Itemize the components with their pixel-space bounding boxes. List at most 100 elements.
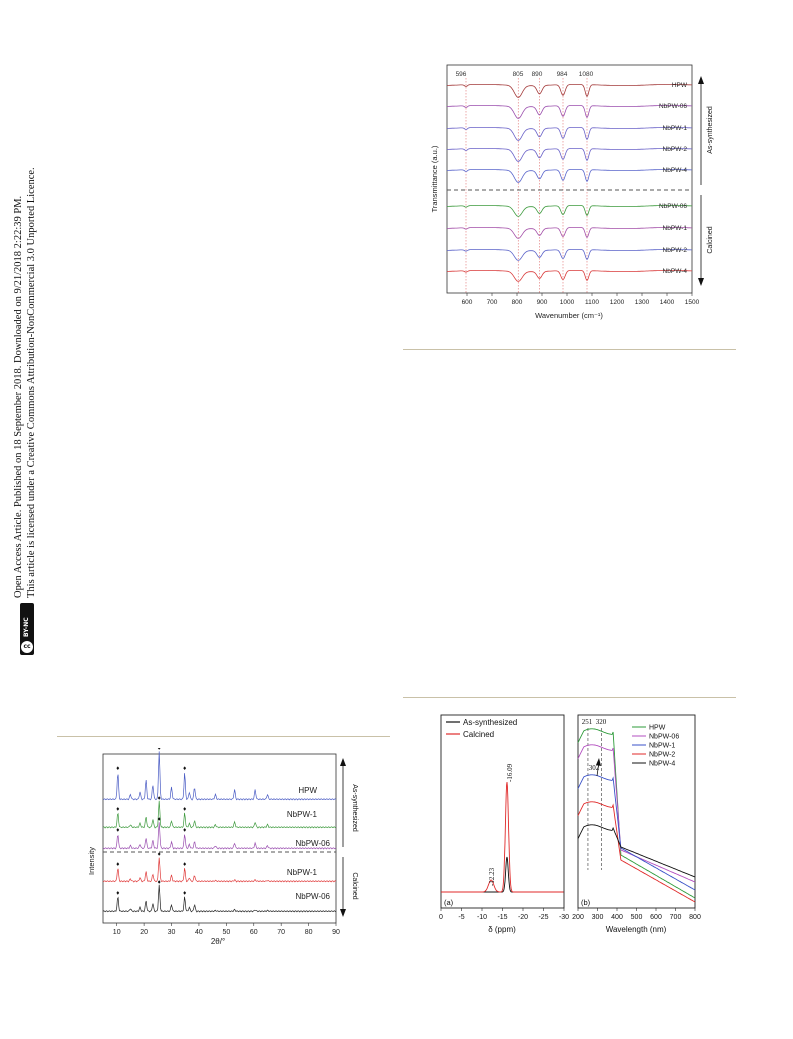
nmr-as-synthesized-line bbox=[441, 856, 564, 893]
nmr-x-tick-label: -25 bbox=[538, 914, 548, 921]
ftir-series-line bbox=[447, 270, 692, 282]
nmr-plot-frame bbox=[440, 714, 565, 909]
cc-license-badge[interactable]: BY-NC cc bbox=[20, 603, 34, 655]
uvvis-peak-label-302: 302 bbox=[589, 764, 600, 772]
sidebar-license-line-2: This article is licensed under a Creativ… bbox=[26, 167, 37, 598]
xrd-peak-marker bbox=[116, 807, 120, 811]
uvvis-legend-label: NbPW-4 bbox=[649, 761, 675, 768]
ftir-series-line bbox=[447, 249, 692, 261]
ftir-plot-frame bbox=[446, 64, 693, 294]
xrd-x-tick-label: 30 bbox=[168, 929, 176, 936]
uvvis-chart: 200 300 400 500 600 700 800 HPW NbPW-06 NbPW-1 Nb… bbox=[572, 714, 701, 934]
xrd-series-line bbox=[102, 822, 337, 850]
ftir-legend-NbPW-2-calc: NbPW-2 bbox=[663, 247, 688, 254]
nmr-legend-as-synthesized: As-synthesized bbox=[463, 718, 517, 727]
ftir-legend-NbPW-4-calc: NbPW-4 bbox=[663, 268, 688, 275]
ftir-arrow-up-head bbox=[698, 76, 704, 84]
xrd-ylabel: Intensity bbox=[87, 847, 96, 875]
divider-top-right bbox=[403, 349, 736, 350]
nmr-peak-label-16: -16.09 bbox=[506, 763, 514, 782]
xrd-peak-marker bbox=[183, 807, 187, 811]
xrd-peak-marker bbox=[183, 828, 187, 832]
xrd-legend-NbPW-06: NbPW-06 bbox=[295, 839, 330, 848]
ftir-x-tick-label: 600 bbox=[462, 299, 473, 306]
xrd-peak-marker bbox=[116, 766, 120, 770]
uvvis-series-line bbox=[577, 774, 696, 891]
ftir-series-line bbox=[447, 84, 692, 98]
uvvis-legend-label: HPW bbox=[649, 725, 666, 732]
uvvis-series-line bbox=[577, 801, 696, 903]
ftir-peak-label: 596 bbox=[456, 71, 467, 78]
ftir-series-line bbox=[447, 105, 692, 119]
xrd-legend-NbPW-1-calc: NbPW-1 bbox=[287, 868, 318, 877]
xrd-x-tick-label: 50 bbox=[222, 929, 230, 936]
xrd-series-line bbox=[102, 751, 337, 801]
uvvis-x-tick-label: 700 bbox=[670, 914, 682, 921]
ftir-x-tick-label: 1000 bbox=[560, 299, 575, 306]
xrd-plot-frame bbox=[102, 753, 337, 924]
ftir-series-line bbox=[447, 148, 692, 162]
ftir-x-tick-label: 900 bbox=[537, 299, 548, 306]
ftir-legend-NbPW-2: NbPW-2 bbox=[663, 146, 688, 153]
ftir-legend-NbPW-1: NbPW-1 bbox=[663, 125, 688, 132]
xrd-legend-NbPW-1: NbPW-1 bbox=[287, 810, 318, 819]
uvvis-arrow-302-head bbox=[596, 758, 601, 766]
ftir-x-tick-label: 1500 bbox=[685, 299, 700, 306]
xrd-x-tick-label: 80 bbox=[305, 929, 313, 936]
ftir-legend-HPW: HPW bbox=[672, 82, 688, 89]
nmr-x-tick-label: -10 bbox=[477, 914, 487, 921]
cc-icon: cc bbox=[21, 641, 33, 653]
nmr-chart: 0 -5 -10 -15 -20 -25 -30 As-synthesized Calcin… bbox=[439, 714, 569, 934]
nmr-x-tick-label: -15 bbox=[497, 914, 507, 921]
xrd-peak-marker bbox=[116, 891, 120, 895]
ftir-series-line bbox=[447, 169, 692, 183]
ftir-legend-NbPW-4: NbPW-4 bbox=[663, 167, 688, 174]
ftir-peak-label: 984 bbox=[557, 71, 568, 78]
ftir-x-tick-label: 1100 bbox=[585, 299, 599, 306]
nmr-x-tick-label: -20 bbox=[518, 914, 528, 921]
ftir-legend-NbPW-1-calc: NbPW-1 bbox=[663, 225, 688, 232]
ftir-peak-label: 805 bbox=[513, 71, 524, 78]
xrd-peak-marker bbox=[157, 748, 161, 750]
ftir-peak-label: 890 bbox=[532, 71, 543, 78]
sidebar-license-line-1: Open Access Article. Published on 18 Sep… bbox=[13, 195, 24, 598]
ftir-group-label-as-synthesized: As-synthesized bbox=[707, 106, 714, 154]
xrd-peak-marker bbox=[157, 852, 161, 856]
xrd-peak-marker bbox=[116, 828, 120, 832]
nmr-calcined-line bbox=[441, 781, 564, 893]
xrd-peak-marker bbox=[116, 862, 120, 866]
ftir-series-line bbox=[447, 127, 692, 141]
nmr-x-tick-label: 0 bbox=[439, 914, 443, 921]
xrd-arrow-down-head bbox=[340, 909, 346, 917]
uvvis-series-line bbox=[577, 728, 696, 899]
divider-left bbox=[57, 736, 390, 737]
xrd-series-line bbox=[102, 884, 337, 913]
ftir-legend-NbPW-06: NbPW-06 bbox=[659, 103, 687, 110]
xrd-peak-marker bbox=[157, 880, 161, 884]
uvvis-x-tick-label: 600 bbox=[650, 914, 662, 921]
uvvis-xlabel: Wavelength (nm) bbox=[606, 925, 667, 934]
xrd-peak-marker bbox=[183, 862, 187, 866]
uvvis-x-tick-label: 800 bbox=[689, 914, 701, 921]
ftir-x-tick-label: 700 bbox=[487, 299, 498, 306]
xrd-chart: 10 20 30 40 50 60 70 80 90 HPW NbPW-1 NbPW-06 Nb… bbox=[87, 748, 358, 946]
uvvis-series-line bbox=[577, 824, 696, 878]
nmr-peak-label-12: -12.23 bbox=[488, 867, 496, 886]
ftir-arrow-down-head bbox=[698, 278, 704, 286]
uvvis-peak-label-251: 251 bbox=[582, 718, 593, 726]
ftir-chart: 600 700 800 900 1000 1100 1200 1300 1400 1500 596… bbox=[430, 64, 714, 320]
nmr-x-tick-label: -30 bbox=[559, 914, 569, 921]
xrd-peak-marker bbox=[157, 796, 161, 800]
xrd-x-tick-label: 70 bbox=[277, 929, 285, 936]
ftir-group-label-calcined: Calcined bbox=[707, 226, 714, 253]
badge-text: BY-NC bbox=[23, 617, 30, 637]
uvvis-panel-label: (b) bbox=[581, 898, 591, 907]
xrd-x-tick-label: 90 bbox=[332, 929, 340, 936]
nmr-xlabel: δ (ppm) bbox=[488, 925, 516, 934]
xrd-peak-marker bbox=[183, 766, 187, 770]
uvvis-x-tick-label: 200 bbox=[572, 914, 584, 921]
ftir-ylabel: Transmittance (a.u.) bbox=[430, 145, 439, 212]
ftir-xlabel: Wavenumber (cm⁻¹) bbox=[535, 311, 603, 320]
xrd-x-tick-label: 60 bbox=[250, 929, 258, 936]
uvvis-x-tick-label: 400 bbox=[611, 914, 623, 921]
